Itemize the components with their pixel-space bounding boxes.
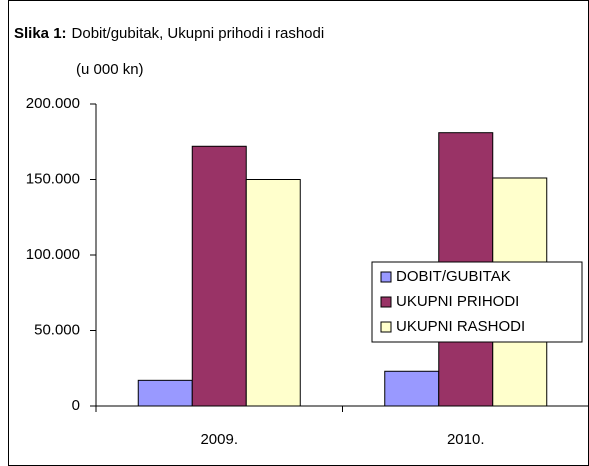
bar <box>191 145 247 407</box>
chart-title: Slika 1: Dobit/gubitak, Ukupni prihodi i … <box>14 25 324 42</box>
legend-swatch <box>380 321 392 333</box>
bar <box>245 179 301 407</box>
y-tick-label: 150.000 <box>26 170 80 187</box>
y-tick-label: 50.000 <box>34 321 80 338</box>
chart-subtitle: (u 000 kn) <box>76 61 144 78</box>
legend-box <box>371 261 583 343</box>
bar <box>384 370 440 407</box>
legend-label: UKUPNI RASHODI <box>396 318 525 335</box>
y-tick-label: 0 <box>72 397 80 414</box>
title-prefix: Slika 1: <box>14 25 67 42</box>
y-tick-label: 200.000 <box>26 95 80 112</box>
x-tick-label: 2009. <box>200 431 238 448</box>
x-tick-label: 2010. <box>447 431 485 448</box>
legend-swatch <box>380 271 392 283</box>
legend-label: DOBIT/GUBITAK <box>396 268 511 285</box>
bar <box>137 379 193 407</box>
y-tick-label: 100.000 <box>26 246 80 263</box>
legend-swatch <box>380 296 392 308</box>
title-text: Dobit/gubitak, Ukupni prihodi i rashodi <box>72 25 325 42</box>
legend-label: UKUPNI PRIHODI <box>396 293 519 310</box>
